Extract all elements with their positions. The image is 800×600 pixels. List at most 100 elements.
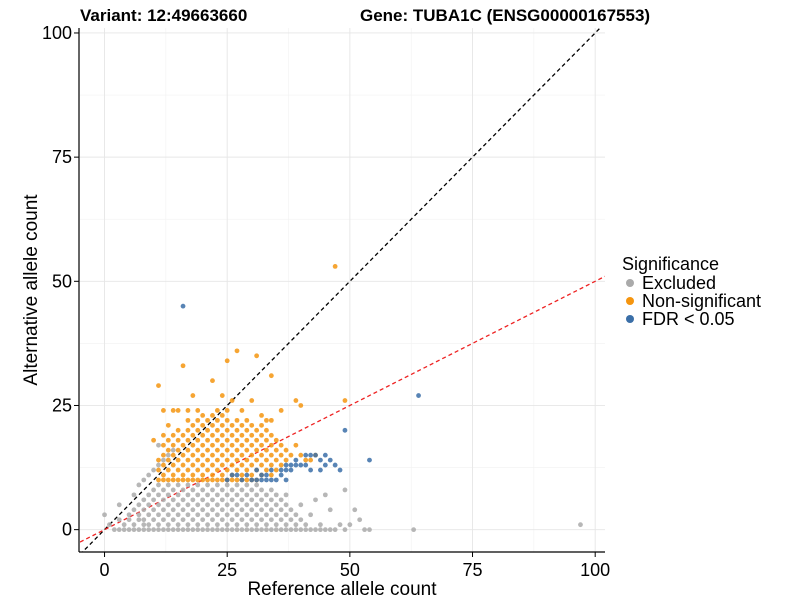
point-fdr-0-05 [278,467,284,473]
point-excluded [121,522,127,528]
point-fdr-0-05 [254,467,260,473]
point-non-significant [165,437,171,443]
point-non-significant [175,477,181,483]
x-tick-label: 50 [340,560,360,580]
point-non-significant [268,417,274,423]
point-excluded [190,487,196,493]
point-non-significant [234,417,240,423]
point-non-significant [175,457,181,463]
point-excluded [146,472,152,478]
point-excluded [170,487,176,493]
point-excluded [249,527,255,533]
point-non-significant [170,477,176,483]
point-excluded [151,497,156,503]
point-excluded [116,517,122,523]
point-non-significant [195,447,201,453]
point-excluded [136,517,142,523]
point-non-significant [264,437,269,443]
point-non-significant [239,452,245,458]
point-non-significant [210,378,215,384]
x-tick-label: 75 [463,560,483,580]
point-non-significant [288,452,294,458]
point-excluded [210,517,215,523]
point-excluded [273,502,279,508]
point-fdr-0-05 [367,457,372,463]
point-excluded [411,527,417,533]
point-non-significant [214,408,220,413]
point-non-significant [254,427,260,433]
point-non-significant [254,447,260,453]
point-excluded [229,507,235,513]
point-non-significant [229,398,235,403]
point-excluded [239,497,245,503]
point-non-significant [165,477,171,483]
point-excluded [170,527,176,533]
y-tick-label: 0 [62,520,72,540]
point-non-significant [219,452,225,458]
point-excluded [219,497,225,503]
point-excluded [170,517,176,523]
point-non-significant [214,467,220,473]
point-excluded [268,487,274,493]
point-excluded [327,507,333,513]
point-excluded [288,507,294,513]
point-excluded [126,512,132,518]
point-excluded [205,522,210,528]
point-non-significant [259,462,264,468]
point-excluded [224,482,230,488]
point-excluded [156,482,161,488]
point-non-significant [214,477,220,483]
point-excluded [229,487,235,493]
point-excluded [234,527,240,533]
point-excluded [190,517,196,523]
point-fdr-0-05 [332,462,338,468]
point-excluded [278,527,284,533]
point-non-significant [214,427,220,433]
point-fdr-0-05 [278,472,284,478]
point-non-significant [185,467,191,473]
point-excluded [156,512,161,518]
point-non-significant [185,408,191,413]
point-excluded [303,527,309,533]
point-excluded [327,527,333,533]
point-excluded [268,497,274,503]
point-non-significant [264,427,269,433]
point-fdr-0-05 [293,457,299,463]
point-excluded [146,502,152,508]
point-excluded [175,527,181,533]
point-excluded [254,492,260,498]
point-excluded [165,512,171,518]
point-excluded [146,522,152,528]
point-excluded [214,502,220,508]
point-excluded [180,517,186,523]
point-non-significant [200,413,206,418]
point-non-significant [200,422,206,428]
point-excluded [185,512,191,518]
point-excluded [303,522,309,528]
point-non-significant [180,363,186,369]
point-excluded [161,487,166,493]
point-excluded [278,517,284,523]
point-excluded [165,522,171,528]
point-non-significant [210,413,215,418]
point-non-significant [205,437,210,443]
point-excluded [234,522,240,528]
point-excluded [205,512,210,518]
point-non-significant [210,422,215,428]
point-non-significant [249,432,255,438]
legend-title: Significance [622,254,719,274]
point-non-significant [205,467,210,473]
point-excluded [244,522,250,528]
point-excluded [318,522,323,528]
point-non-significant [210,432,215,438]
point-fdr-0-05 [288,467,294,473]
point-fdr-0-05 [268,477,274,483]
point-excluded [156,502,161,508]
point-fdr-0-05 [288,462,294,468]
point-non-significant [219,462,225,468]
point-non-significant [224,427,230,433]
point-excluded [273,492,279,498]
point-non-significant [254,457,260,463]
point-non-significant [180,472,186,478]
